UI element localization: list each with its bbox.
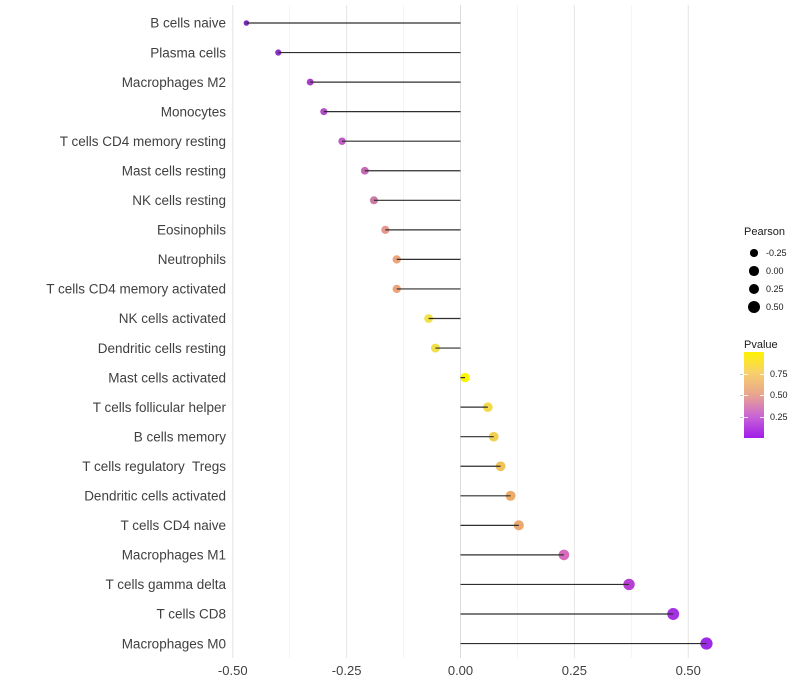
lollipop-dot	[482, 402, 493, 412]
legend-size-dot-box	[745, 262, 763, 280]
lollipop-dot	[488, 431, 499, 442]
legend-size-label: 0.25	[766, 284, 784, 294]
legend-size-item: -0.25	[745, 244, 787, 262]
y-axis-label: T cells CD8	[156, 607, 226, 622]
pvalue-tick-mark	[760, 373, 764, 375]
pvalue-tick-mark-outer	[740, 395, 743, 396]
y-axis-label: NK cells activated	[119, 311, 226, 326]
pvalue-gradient-bar	[744, 352, 764, 438]
y-axis-label: T cells CD4 memory activated	[46, 282, 226, 297]
pvalue-tick-mark	[744, 373, 748, 375]
lollipop-dot	[513, 520, 524, 531]
legend-size-dot	[749, 266, 759, 276]
y-axis-label: T cells CD4 naive	[120, 518, 226, 533]
legend-size-dot	[748, 283, 760, 295]
legend-size-label: -0.25	[766, 248, 787, 258]
y-axis-label: Macrophages M2	[122, 75, 226, 90]
pvalue-tick-label: 0.25	[770, 411, 788, 422]
lollipop-dot	[558, 549, 570, 561]
legend-pearson-items: -0.25 0.00 0.25 0.50	[745, 244, 787, 316]
legend-size-label: 0.00	[766, 266, 784, 276]
legend-size-dot-box	[745, 244, 763, 262]
pvalue-tick-label: 0.50	[770, 390, 788, 400]
y-axis-label: Dendritic cells resting	[98, 341, 226, 356]
y-axis-label: T cells follicular helper	[93, 400, 227, 415]
legend-size-dot	[747, 300, 761, 314]
y-axis-label: B cells naive	[150, 16, 226, 31]
legend-pvalue-title: Pvalue	[744, 339, 778, 351]
y-axis-label: NK cells resting	[132, 193, 226, 208]
pvalue-tick-mark	[760, 395, 764, 396]
legend-size-dot-box	[745, 280, 763, 298]
y-axis-label: Dendritic cells activated	[84, 489, 226, 504]
legend-size-item: 0.50	[745, 298, 787, 316]
y-axis-label: Mast cells resting	[122, 163, 226, 178]
x-axis-tick-label: -0.25	[332, 663, 362, 678]
x-axis-tick-label: -0.50	[218, 663, 248, 678]
y-axis-label: Macrophages M0	[122, 636, 226, 651]
legend-size-label: 0.50	[766, 302, 784, 312]
x-axis-tick-label: 0.50	[676, 663, 701, 678]
y-axis-label: T cells CD4 memory resting	[60, 134, 226, 149]
legend-size-dot	[750, 249, 758, 257]
legend-size-item: 0.25	[745, 280, 787, 298]
pvalue-tick-mark-outer	[740, 416, 743, 418]
y-axis-label: Eosinophils	[157, 223, 226, 238]
y-axis-label: T cells gamma delta	[105, 577, 226, 592]
pvalue-tick-mark	[744, 395, 748, 396]
y-axis-label: Neutrophils	[158, 252, 227, 267]
x-axis-tick-label: 0.00	[448, 663, 473, 678]
y-axis-label: Mast cells activated	[108, 370, 226, 385]
y-axis-label: T cells regulatory Tregs	[82, 459, 226, 474]
y-axis-label: Plasma cells	[150, 45, 226, 60]
legend-size-item: 0.00	[745, 262, 787, 280]
y-axis-label: B cells memory	[134, 429, 227, 444]
legend-size-dot-box	[745, 298, 763, 316]
y-axis-label: Monocytes	[161, 104, 227, 119]
legend-pearson-title: Pearson	[744, 226, 785, 238]
pvalue-tick-label: 0.75	[770, 368, 788, 379]
pvalue-tick-mark	[744, 416, 748, 418]
pvalue-tick-mark	[760, 416, 764, 418]
x-axis-tick-label: 0.25	[562, 663, 587, 678]
pvalue-tick-mark-outer	[740, 373, 743, 375]
y-axis-label: Macrophages M1	[122, 548, 226, 563]
